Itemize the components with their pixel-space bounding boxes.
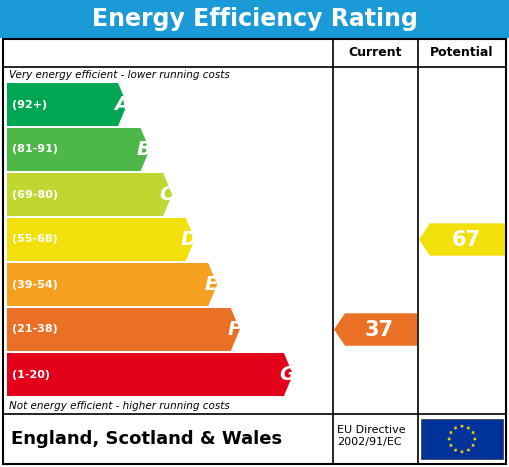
Text: B: B — [137, 140, 152, 159]
Text: Energy Efficiency Rating: Energy Efficiency Rating — [92, 7, 417, 31]
Bar — [421, 419, 503, 459]
Text: EU Directive
2002/91/EC: EU Directive 2002/91/EC — [337, 425, 406, 447]
Polygon shape — [460, 425, 464, 428]
Text: E: E — [205, 275, 218, 294]
Polygon shape — [447, 437, 451, 441]
Polygon shape — [460, 450, 464, 454]
Text: (55-68): (55-68) — [12, 234, 58, 245]
Polygon shape — [7, 353, 293, 396]
Text: Not energy efficient - higher running costs: Not energy efficient - higher running co… — [9, 401, 230, 411]
Polygon shape — [454, 448, 458, 452]
Polygon shape — [466, 448, 470, 452]
Polygon shape — [7, 83, 127, 126]
Text: F: F — [228, 320, 241, 339]
Text: A: A — [114, 95, 129, 114]
Text: (92+): (92+) — [12, 99, 47, 109]
Text: D: D — [181, 230, 197, 249]
Polygon shape — [7, 218, 195, 261]
Polygon shape — [473, 437, 477, 441]
Polygon shape — [466, 426, 470, 430]
Text: (21-38): (21-38) — [12, 325, 58, 334]
Bar — [0, 0, 509, 38]
Polygon shape — [334, 313, 417, 346]
Text: G: G — [279, 365, 295, 384]
Text: Potential: Potential — [430, 47, 494, 59]
Polygon shape — [7, 173, 172, 216]
Text: C: C — [159, 185, 174, 204]
Text: (81-91): (81-91) — [12, 144, 58, 155]
Text: Current: Current — [349, 47, 402, 59]
Polygon shape — [7, 128, 150, 171]
Text: 37: 37 — [365, 319, 394, 340]
Text: Very energy efficient - lower running costs: Very energy efficient - lower running co… — [9, 70, 230, 80]
Text: England, Scotland & Wales: England, Scotland & Wales — [11, 430, 282, 448]
Polygon shape — [7, 263, 217, 306]
Text: (39-54): (39-54) — [12, 280, 58, 290]
Polygon shape — [471, 444, 475, 447]
Polygon shape — [7, 308, 240, 351]
Polygon shape — [449, 431, 453, 435]
Text: 67: 67 — [451, 229, 480, 249]
Polygon shape — [449, 444, 453, 447]
Text: (69-80): (69-80) — [12, 190, 58, 199]
Polygon shape — [454, 426, 458, 430]
Polygon shape — [419, 223, 505, 256]
Polygon shape — [471, 431, 475, 435]
Text: (1-20): (1-20) — [12, 369, 50, 380]
